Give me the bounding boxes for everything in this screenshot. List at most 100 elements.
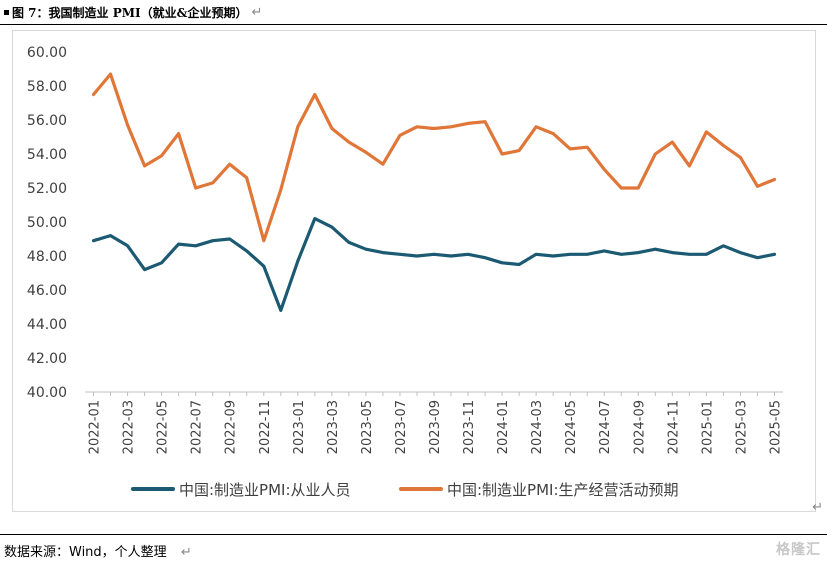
data-point [415,254,419,258]
data-point [585,145,589,149]
data-point [143,164,146,168]
legend-label: 中国:制造业PMI:生产经营活动预期 [447,481,679,499]
data-point [194,244,197,248]
data-point [739,251,742,254]
data-point [620,186,623,190]
y-tick-label: 46.00 [27,283,67,299]
data-point [228,162,231,166]
data-point [160,154,163,157]
x-tick-label: 2022-09 [224,400,239,454]
bottom-rule [0,534,827,535]
chart-frame: 40.00 42.00 44.00 46.00 48.00 50.00 52.00 54.00… [12,30,816,512]
data-point [279,309,283,312]
data-point [483,256,487,259]
data-point [585,253,589,256]
source-note: 数据来源：Wind，个人整理 ↵ [4,541,192,560]
data-point [551,132,555,135]
data-point [466,253,470,256]
x-tick-label: 2024-11 [666,400,681,454]
data-point [381,251,385,254]
data-point [313,93,317,96]
data-point [279,188,283,191]
y-tick-label: 48.00 [27,249,67,265]
data-point [245,176,248,180]
data-point [143,268,146,271]
data-point [296,259,300,263]
data-point [654,152,657,156]
x-tick-label: 2022-01 [88,400,103,454]
data-point [449,254,453,258]
data-point [654,247,657,251]
data-point [637,251,640,254]
data-point [126,123,129,127]
data-point [211,239,214,242]
data-point [364,151,368,154]
source-text: 数据来源：Wind，个人整理 [4,545,167,560]
data-point [109,72,112,76]
data-point [500,152,504,156]
data-point [364,247,368,251]
data-point [177,242,180,246]
data-point [296,125,300,129]
data-point [194,186,197,190]
series-line-employment [91,217,777,312]
data-point [773,178,776,181]
data-point [620,253,623,256]
data-point [92,239,95,242]
data-point [126,244,129,248]
data-point [517,149,521,152]
line-chart: 40.00 42.00 44.00 46.00 48.00 50.00 52.00 54.00… [27,45,784,499]
data-point [637,186,640,190]
data-point [756,256,759,259]
x-tick-label: 2022-05 [156,400,171,454]
data-point [756,185,759,188]
data-point [568,147,572,151]
data-point [432,253,436,256]
x-tick-label: 2023-03 [326,400,341,454]
figure-title-text: 图 7：我国制造业 PMI（就业&企业预期） [12,5,248,20]
data-point [330,225,334,229]
data-point [688,253,691,256]
data-point [313,217,317,220]
x-tick-label: 2023-09 [428,400,443,454]
x-tick-label: 2023-07 [394,400,409,454]
data-point [228,237,231,241]
series-line-expectation [91,72,777,243]
x-tick-label: 2024-03 [530,400,545,454]
data-point [347,241,351,244]
data-point [688,164,691,168]
data-point [773,253,776,256]
title-bullet [4,9,9,15]
data-point [330,127,334,130]
data-point [722,144,725,147]
paragraph-mark-icon: ↵ [180,545,192,560]
data-point [534,125,538,129]
x-tick-label: 2024-05 [564,400,579,454]
paragraph-mark-icon: ↵ [812,500,823,515]
y-tick-label: 58.00 [27,79,67,95]
x-tick-label: 2023-01 [292,400,307,454]
data-point [347,140,351,144]
x-tick-label: 2023-11 [462,400,477,454]
data-point [415,125,419,129]
data-point [262,239,266,242]
data-point [739,156,742,159]
legend-label: 中国:制造业PMI:从业人员 [179,481,351,499]
y-tick-label: 52.00 [27,181,67,197]
y-tick-label: 44.00 [27,317,67,333]
data-point [534,253,538,256]
x-tick-label: 2025-03 [734,400,749,454]
data-point [449,125,453,129]
y-tick-label: 60.00 [27,45,67,61]
data-point [551,254,555,258]
x-tick-label: 2024-07 [598,400,613,454]
data-point [381,162,385,166]
data-point [466,122,470,125]
data-point [671,251,674,254]
data-point [722,244,725,248]
data-point [262,264,266,268]
data-point [432,127,436,130]
x-tick-label: 2025-05 [768,400,783,454]
data-point [109,234,112,237]
data-point [671,140,674,144]
